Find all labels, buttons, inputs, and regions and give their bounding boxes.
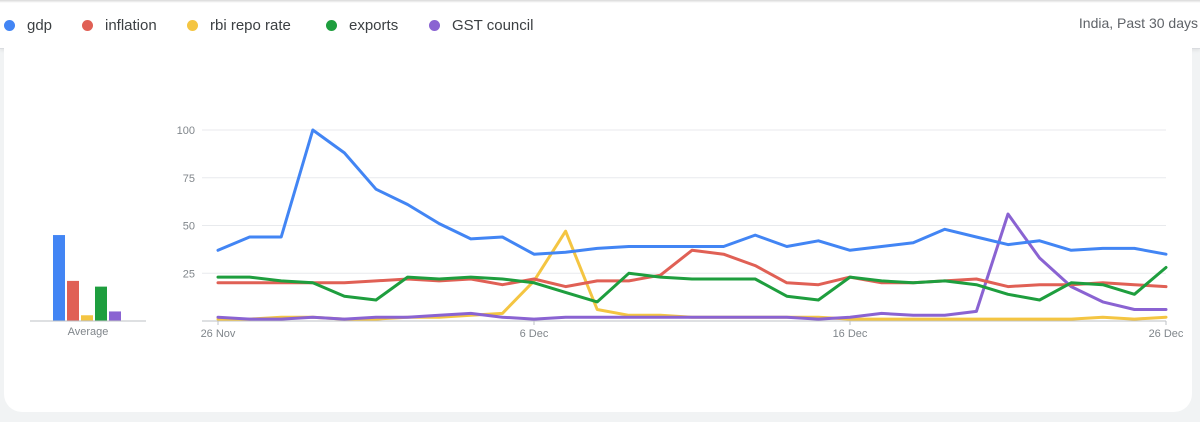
y-tick-label: 25 — [183, 268, 195, 280]
chart-series — [216, 128, 1168, 321]
series-line-inflation[interactable] — [216, 248, 1168, 289]
series-line-gst-council[interactable] — [216, 212, 1168, 321]
average-label: Average — [68, 326, 109, 338]
legend-label: GST council — [452, 16, 534, 34]
y-tick-label: 100 — [177, 125, 195, 137]
legend-item-exports[interactable]: exports — [326, 14, 398, 36]
legend-dot-icon — [326, 19, 337, 31]
x-tick-label: 26 Nov — [201, 328, 236, 340]
legend-item-gst-council[interactable]: GST council — [429, 14, 533, 36]
legend-item-rbi-repo-rate[interactable]: rbi repo rate — [187, 14, 291, 36]
y-tick-label: 50 — [183, 221, 195, 233]
legend-label: exports — [349, 16, 399, 34]
legend-item-inflation[interactable]: inflation — [82, 14, 157, 36]
series-line-gdp[interactable] — [216, 128, 1168, 256]
average-bar-chart: Average — [30, 235, 146, 338]
series-line-rbi-repo-rate[interactable] — [216, 229, 1168, 321]
region-timeframe-label: India, Past 30 days — [1078, 15, 1198, 31]
x-tick-label: 16 Dec — [833, 328, 868, 340]
average-bar-inflation[interactable] — [67, 280, 79, 321]
average-bar-gdp[interactable] — [53, 235, 65, 321]
x-tick-label: 6 Dec — [520, 328, 549, 340]
legend-dot-icon — [4, 19, 15, 31]
average-bar-exports[interactable] — [95, 286, 107, 321]
x-tick-label: 26 Dec — [1149, 328, 1184, 340]
legend-item-gdp[interactable]: gdp — [4, 14, 52, 36]
legend-dot-icon — [429, 19, 440, 31]
legend-dot-icon — [82, 19, 93, 31]
legend-dot-icon — [187, 19, 198, 31]
chart-card — [4, 48, 1192, 412]
legend-label: inflation — [105, 16, 157, 34]
average-bar-rbi-repo-rate[interactable] — [81, 315, 93, 321]
chart-grid: 25 50 75 100 — [177, 125, 1166, 322]
top-bar: gdp inflation rbi repo rate exports GST … — [0, 0, 1200, 49]
legend-label: gdp — [27, 16, 53, 34]
legend-label: rbi repo rate — [210, 16, 291, 34]
x-axis: 26 Nov 6 Dec 16 Dec 26 Dec — [201, 321, 1184, 340]
y-tick-label: 75 — [183, 173, 195, 185]
average-bar-gst-council[interactable] — [109, 311, 121, 321]
series-line-exports[interactable] — [216, 266, 1168, 304]
